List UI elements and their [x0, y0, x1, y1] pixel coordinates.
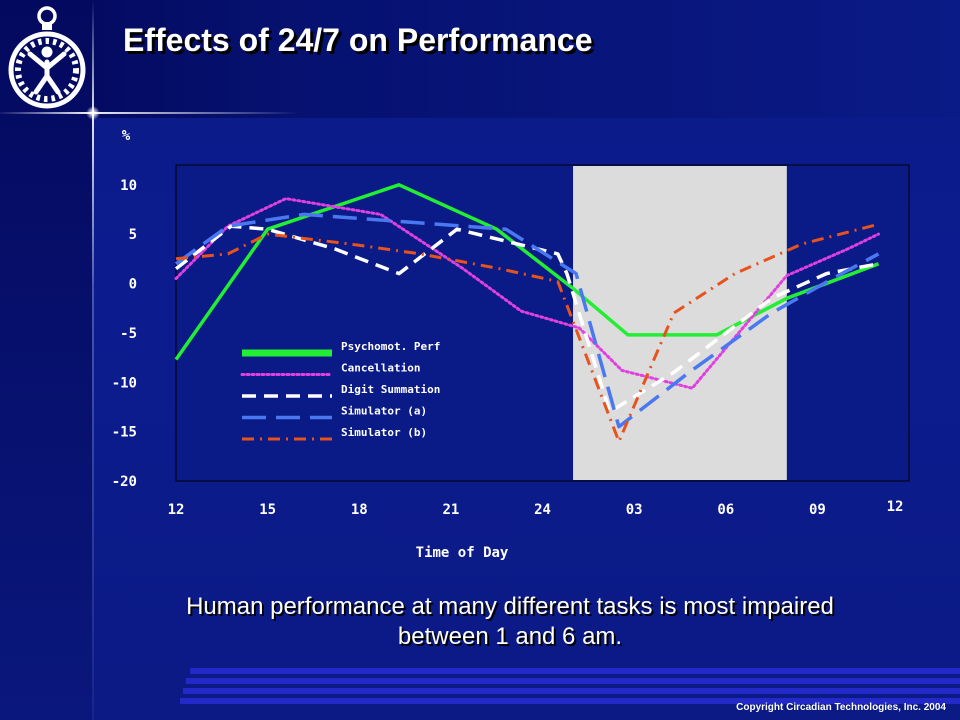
series-line-5: [175, 222, 879, 443]
y-tick-label: -15: [112, 425, 137, 441]
legend-label-3: Digit Summation: [341, 383, 440, 396]
decorative-horizontal-line: [0, 112, 300, 114]
sparkle-icon: [86, 106, 100, 120]
x-tick-label: 24: [534, 502, 551, 518]
x-tick-label: 12: [168, 502, 185, 518]
x-tick-label: 15: [259, 502, 276, 518]
x-tick-label: 12: [887, 499, 904, 515]
y-tick-label: -5: [120, 326, 137, 342]
title-band: [0, 0, 960, 118]
y-tick-label: 0: [129, 277, 137, 293]
series-line-4: [174, 212, 880, 429]
y-tick-label: 10: [120, 178, 137, 194]
left-band: [0, 0, 92, 720]
legend-label-1: Psychomot. Perf: [341, 340, 440, 353]
slide-title: Effects of 24/7 on Performance: [123, 22, 593, 58]
y-axis-label: %: [122, 128, 131, 144]
y-tick-label: -20: [112, 474, 137, 490]
legend-label-5: Simulator (b): [341, 426, 427, 439]
slide-caption: Human performance at many different task…: [186, 593, 834, 650]
circadian-logo-icon: [8, 6, 86, 109]
legend-label-2: Cancellation: [341, 362, 420, 375]
x-tick-label: 09: [809, 502, 826, 518]
y-tick-label: 5: [129, 227, 137, 243]
x-tick-label: 18: [351, 502, 368, 518]
x-axis-label: Time of Day: [416, 545, 509, 561]
x-tick-label: 06: [717, 502, 734, 518]
series-line-2: [174, 197, 880, 390]
legend-label-4: Simulator (a): [341, 405, 427, 418]
y-tick-label: -10: [112, 375, 137, 391]
x-tick-label: 03: [626, 502, 643, 518]
copyright-notice: Copyright Circadian Technologies, Inc. 2…: [736, 702, 946, 713]
series-line-3: [174, 224, 879, 414]
decorative-vertical-line: [92, 0, 94, 720]
night-shaded-region: [573, 166, 787, 480]
plot-area: [175, 164, 910, 482]
decorative-stripes: [180, 668, 960, 712]
x-tick-label: 21: [442, 502, 459, 518]
